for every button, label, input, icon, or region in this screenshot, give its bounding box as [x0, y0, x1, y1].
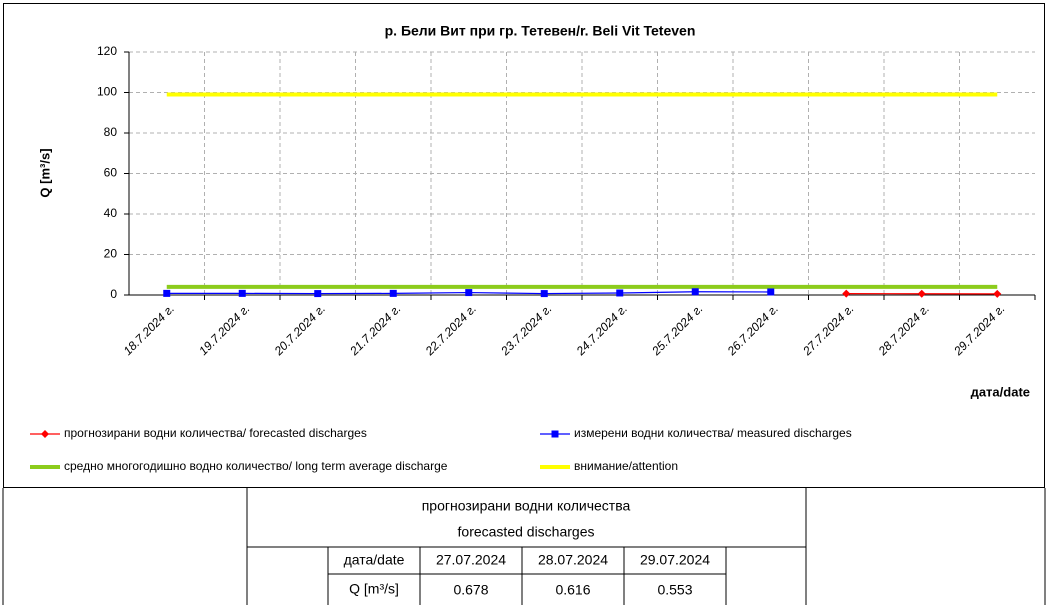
data-point: [691, 288, 699, 296]
data-point: [163, 289, 171, 297]
data-point: [616, 289, 624, 297]
y-tick-label: 0: [110, 287, 117, 301]
table-date: 29.07.2024: [640, 552, 710, 568]
chart-frame: [3, 3, 1045, 488]
data-point: [314, 290, 322, 298]
table-title: прогнозирани водни количества: [422, 498, 631, 514]
data-point: [238, 289, 246, 297]
data-point: [917, 289, 926, 298]
table-value: 0.678: [453, 582, 488, 598]
chart-title: р. Бели Вит при гр. Тетевен/r. Beli Vit …: [385, 23, 696, 39]
table-date: 28.07.2024: [538, 552, 608, 568]
legend-marker: [41, 430, 49, 438]
table-row-label: Q [m³/s]: [349, 581, 399, 597]
table-date: 27.07.2024: [436, 552, 506, 568]
table-row-label: дата/date: [344, 552, 405, 568]
legend-label: прогнозирани водни количества/ forecaste…: [64, 426, 367, 440]
legend-marker: [551, 430, 559, 438]
y-axis-label: Q [m³/s]: [37, 148, 52, 197]
y-tick-label: 60: [104, 166, 118, 180]
legend-label: измерени водни количества/ measured disc…: [574, 426, 852, 440]
y-tick-label: 100: [97, 85, 117, 99]
table-value: 0.616: [555, 582, 590, 598]
legend-label: внимание/attention: [574, 459, 678, 473]
data-point: [465, 289, 473, 297]
y-tick-label: 120: [97, 44, 117, 58]
table-title: forecasted discharges: [458, 524, 595, 540]
y-tick-label: 40: [104, 206, 118, 220]
legend-label: средно многогодишно водно количество/ lo…: [64, 459, 448, 473]
y-tick-label: 80: [104, 125, 118, 139]
data-point: [842, 289, 851, 298]
data-point: [389, 289, 397, 297]
x-axis-label: дата/date: [971, 384, 1030, 399]
data-point: [540, 290, 548, 298]
data-point: [767, 288, 775, 296]
table-value: 0.553: [657, 582, 692, 598]
y-tick-label: 20: [104, 247, 118, 261]
data-point: [993, 289, 1002, 298]
